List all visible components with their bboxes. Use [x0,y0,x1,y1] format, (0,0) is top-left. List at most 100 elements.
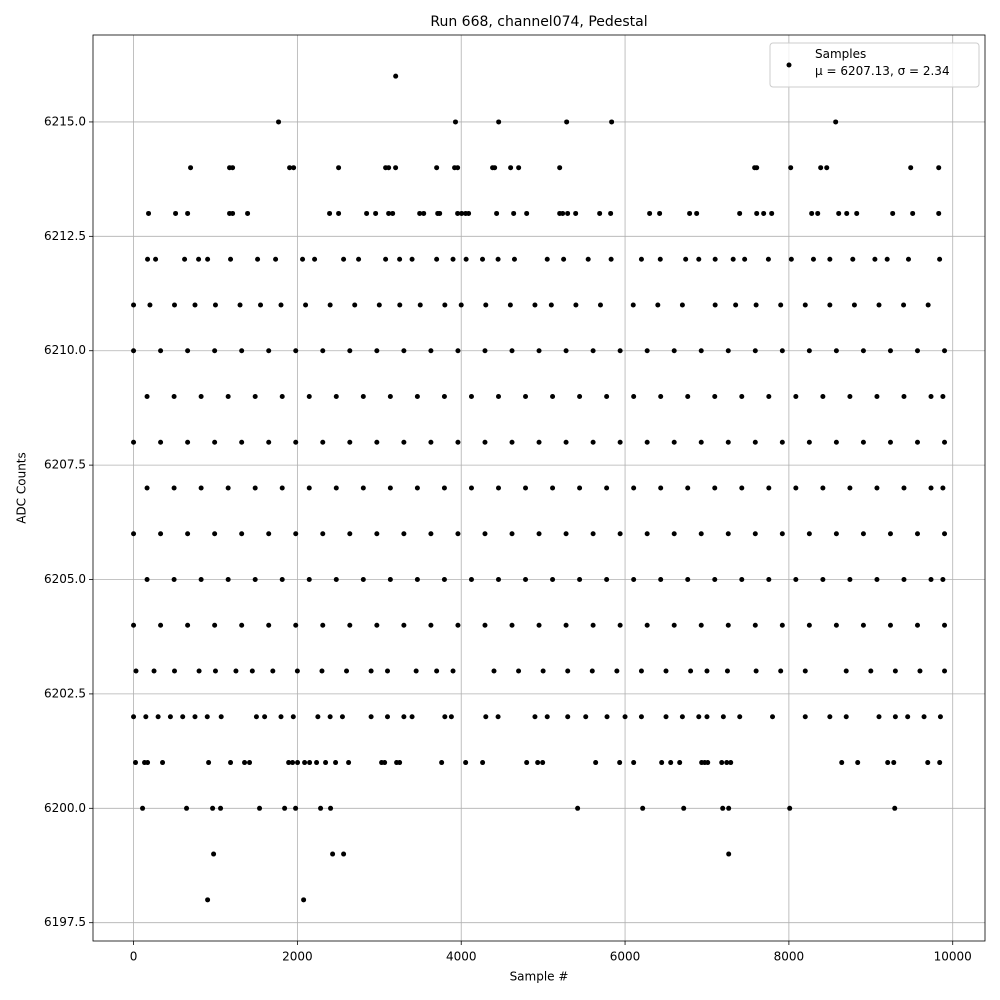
data-point [704,714,710,720]
data-point [914,531,920,537]
data-point [597,302,603,308]
data-point [414,393,420,399]
data-point [536,622,542,628]
data-point [491,668,497,674]
data-point [712,485,718,491]
data-point [638,256,644,262]
data-point [266,348,272,354]
data-point [788,256,794,262]
data-point [339,714,345,720]
data-point [273,256,279,262]
x-tick-label: 10000 [934,950,972,964]
data-point [779,439,785,445]
x-tick-label: 8000 [774,950,805,964]
data-point [233,668,239,674]
data-point [806,531,812,537]
data-point [242,760,248,766]
data-point [206,760,212,766]
data-point [824,165,830,171]
data-point [341,851,347,857]
data-point [417,302,423,308]
data-point [185,622,191,628]
data-point [387,485,393,491]
data-point [266,439,272,445]
data-point [230,165,236,171]
data-point [585,256,591,262]
data-point [608,210,614,216]
data-point [439,760,445,766]
data-point [172,302,178,308]
data-point [891,760,897,766]
data-point [393,73,399,79]
data-point [184,805,190,811]
data-point [494,210,500,216]
data-point [560,210,566,216]
data-point [279,393,285,399]
y-tick-label: 6215.0 [44,114,86,128]
data-point [196,256,202,262]
y-tick-label: 6197.5 [44,915,86,929]
data-point [778,302,784,308]
data-point [397,302,403,308]
data-point [401,622,407,628]
data-point [769,210,775,216]
data-point [442,302,448,308]
data-point [604,714,610,720]
data-point [563,439,569,445]
data-point [874,485,880,491]
data-point [573,210,579,216]
data-point [511,210,517,216]
data-point [885,760,891,766]
data-point [548,302,554,308]
data-point [270,668,276,674]
data-point [495,714,501,720]
data-point [563,531,569,537]
data-point [698,439,704,445]
data-point [872,256,878,262]
data-point [333,393,339,399]
data-point [754,210,760,216]
data-point [258,302,264,308]
data-point [295,760,301,766]
data-point [705,760,711,766]
data-point [720,805,726,811]
data-point [936,165,942,171]
data-point [401,714,407,720]
data-point [752,622,758,628]
data-point [315,714,321,720]
data-point [536,348,542,354]
data-point [301,897,307,903]
data-point [712,256,718,262]
data-point [158,531,164,537]
data-point [524,210,530,216]
y-tick-label: 6212.5 [44,229,86,243]
legend-label: Samples μ = 6207.13, σ = 2.34 [815,47,950,78]
data-point [892,668,898,674]
data-point [942,668,948,674]
data-point [347,348,353,354]
data-point [905,714,911,720]
data-point [540,760,546,766]
data-point [516,668,522,674]
data-point [387,577,393,583]
data-point [936,210,942,216]
data-point [245,210,251,216]
data-point [442,714,448,720]
data-point [833,439,839,445]
data-point [631,760,637,766]
data-point [158,348,164,354]
data-point [640,805,646,811]
data-point [144,485,150,491]
data-point [921,714,927,720]
data-point [293,439,299,445]
data-point [293,622,299,628]
data-point [820,393,826,399]
data-point [577,485,583,491]
data-point [698,531,704,537]
data-point [860,622,866,628]
data-point [687,210,693,216]
data-point [434,165,440,171]
data-point [739,393,745,399]
data-point [286,760,292,766]
data-point [679,302,685,308]
